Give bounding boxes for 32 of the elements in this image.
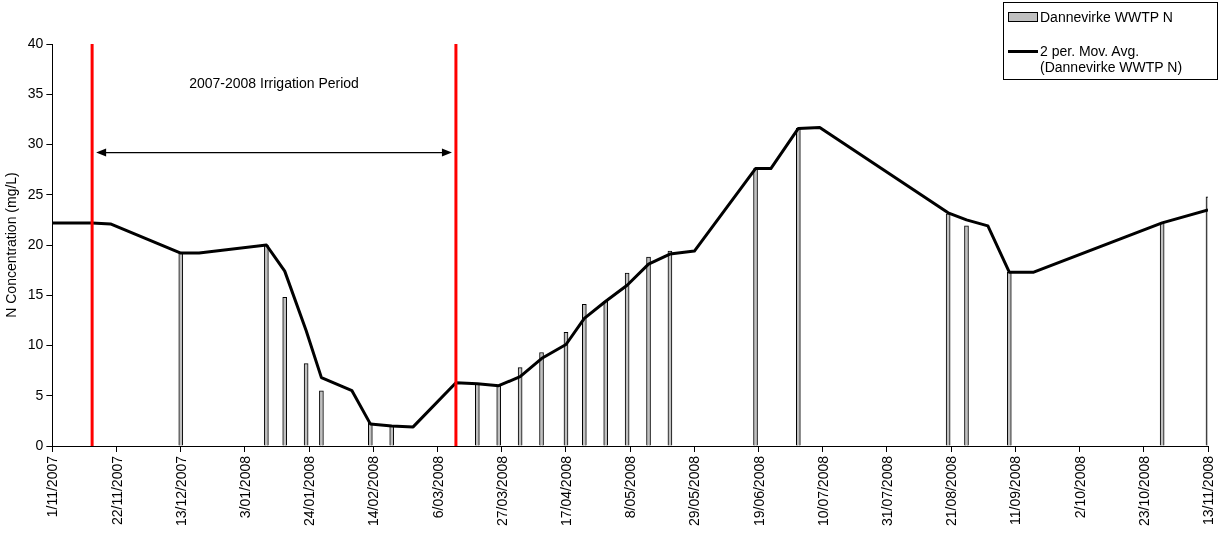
x-tick-label: 8/05/2008 — [622, 455, 639, 519]
x-tick-label: 2/10/2008 — [1071, 455, 1088, 519]
y-tick-label: 0 — [35, 436, 44, 453]
y-tick-label: 25 — [27, 185, 44, 202]
y-tick-label: 30 — [27, 135, 44, 152]
x-tick-label: 10/07/2008 — [814, 455, 831, 527]
x-tick-label: 6/03/2008 — [429, 455, 446, 519]
x-tick-label: 19/06/2008 — [750, 455, 767, 527]
x-tick-label: 23/10/2008 — [1135, 455, 1152, 527]
x-tick-label: 24/01/2008 — [301, 455, 318, 527]
x-tick-label: 22/11/2007 — [108, 455, 125, 526]
y-axis-title: N Concentration (mg/L) — [3, 172, 20, 318]
annotation: 2007-2008 Irrigation Period — [189, 74, 359, 91]
y-tick-label: 15 — [27, 286, 44, 303]
x-tick-label: 27/03/2008 — [493, 455, 510, 527]
x-tick-label: 14/02/2008 — [365, 455, 382, 527]
x-tick-label: 11/09/2008 — [1007, 455, 1024, 526]
legend-label: 2 per. Mov. Avg. (Dannevirke WWTP N) — [1040, 43, 1184, 75]
y-tick-label: 20 — [27, 235, 44, 252]
x-tick-label: 3/01/2008 — [236, 455, 253, 519]
x-tick-label: 17/04/2008 — [557, 455, 574, 527]
x-tick-label: 13/12/2007 — [172, 455, 189, 527]
x-tick-label: 13/11/2008 — [1200, 455, 1216, 526]
x-tick-label: 29/05/2008 — [686, 455, 703, 527]
legend-label: Dannevirke WWTP N — [1040, 9, 1173, 25]
x-tick-label: 21/08/2008 — [943, 455, 960, 527]
x-tick-label: 1/11/2007 — [44, 455, 61, 518]
x-tick-label: 31/07/2008 — [878, 455, 895, 527]
y-tick-label: 10 — [27, 336, 44, 353]
y-tick-label: 5 — [35, 386, 44, 403]
y-tick-label: 35 — [27, 85, 44, 102]
y-tick-label: 40 — [27, 34, 44, 51]
